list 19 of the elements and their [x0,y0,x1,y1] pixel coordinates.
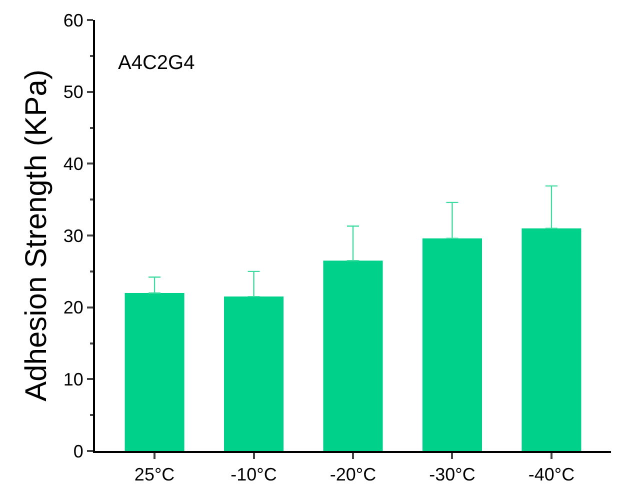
y-tick-label: 20 [63,298,84,318]
y-axis-title: Adhesion Strength (KPa) [20,70,53,402]
y-tick-label: 0 [73,441,84,462]
bar [323,260,383,451]
x-tick-label: -10°C [230,464,277,485]
y-tick-label: 30 [63,226,84,246]
bar [224,296,284,451]
x-tick-label: -40°C [528,464,575,485]
y-tick-label: 40 [63,154,84,174]
bar [522,228,582,451]
annotation: A4C2G4 [118,52,195,74]
y-tick-label: 10 [63,369,84,390]
bar [422,238,482,451]
y-tick-label: 50 [63,82,84,102]
y-tick-label: 60 [63,10,84,30]
x-tick-label: -20°C [330,464,376,485]
x-tick-label: 25°C [134,464,175,485]
x-tick-label: -30°C [429,464,476,485]
bar [124,292,184,451]
